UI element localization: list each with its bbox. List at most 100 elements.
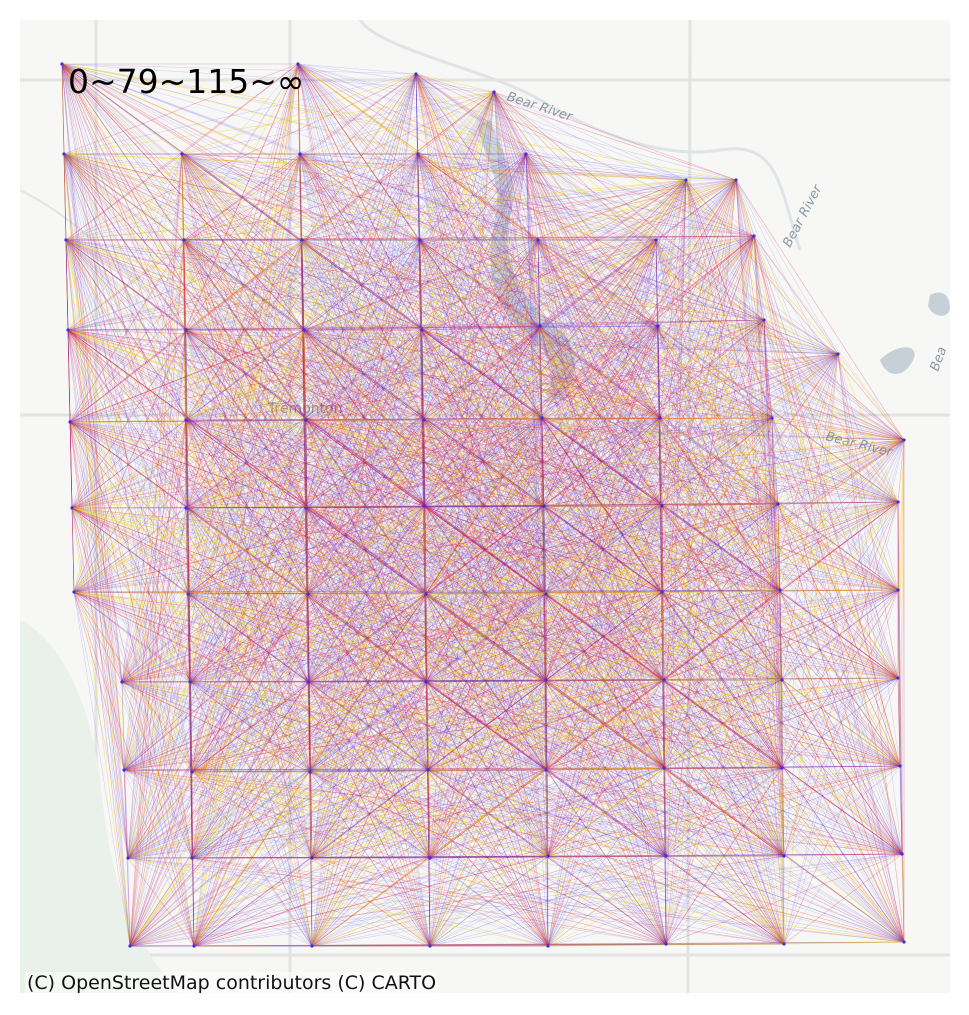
flow-node[interactable]: [304, 506, 308, 510]
flow-node[interactable]: [302, 328, 306, 332]
flow-node[interactable]: [734, 178, 738, 182]
flow-node[interactable]: [182, 238, 186, 242]
flow-edge: [63, 153, 187, 331]
flow-node[interactable]: [658, 416, 662, 420]
flow-node[interactable]: [66, 328, 70, 332]
flow-node[interactable]: [542, 504, 546, 508]
flow-node[interactable]: [662, 678, 666, 682]
flow-node[interactable]: [192, 944, 196, 948]
flow-edge: [189, 153, 419, 683]
flow-node[interactable]: [424, 592, 428, 596]
flow-node[interactable]: [300, 238, 304, 242]
flow-node[interactable]: [770, 416, 774, 420]
flow-node[interactable]: [70, 506, 74, 510]
flow-node[interactable]: [780, 678, 784, 682]
flow-node[interactable]: [782, 942, 786, 946]
flow-node[interactable]: [538, 324, 542, 328]
flow-node[interactable]: [306, 592, 310, 596]
flow-node[interactable]: [306, 680, 310, 684]
flow-edge: [73, 235, 755, 593]
flow-node[interactable]: [422, 418, 426, 422]
flow-node[interactable]: [424, 680, 428, 684]
flow-node[interactable]: [126, 856, 130, 860]
flow-node[interactable]: [184, 506, 188, 510]
flow-node[interactable]: [656, 324, 660, 328]
flow-node[interactable]: [422, 504, 426, 508]
flow-node[interactable]: [492, 90, 496, 94]
flow-node[interactable]: [664, 854, 668, 858]
flow-node[interactable]: [540, 416, 544, 420]
flow-node[interactable]: [782, 854, 786, 858]
flow-node[interactable]: [664, 942, 668, 946]
flow-node[interactable]: [128, 944, 132, 948]
flow-edge: [421, 329, 545, 507]
flow-node[interactable]: [536, 238, 540, 242]
flow-node[interactable]: [544, 592, 548, 596]
flow-node[interactable]: [660, 504, 664, 508]
flow-node[interactable]: [68, 420, 72, 424]
flow-node[interactable]: [186, 592, 190, 596]
flow-node[interactable]: [524, 152, 528, 156]
flow-node[interactable]: [902, 940, 906, 944]
flow-edge: [539, 325, 783, 681]
flow-node[interactable]: [122, 768, 126, 772]
flow-edge: [187, 439, 905, 595]
flow-node[interactable]: [780, 766, 784, 770]
flow-node[interactable]: [62, 152, 66, 156]
flow-node[interactable]: [660, 590, 664, 594]
flow-edge: [547, 325, 659, 857]
flow-node[interactable]: [662, 766, 666, 770]
flow-node[interactable]: [544, 768, 548, 772]
flow-edge: [307, 353, 839, 595]
flow-node[interactable]: [420, 328, 424, 332]
flow-edge: [493, 91, 899, 503]
flow-node[interactable]: [298, 152, 302, 156]
flow-node[interactable]: [428, 944, 432, 948]
flow-node[interactable]: [776, 502, 780, 506]
flow-node[interactable]: [190, 770, 194, 774]
flow-node[interactable]: [902, 438, 906, 442]
flow-node[interactable]: [900, 852, 904, 856]
flow-node[interactable]: [120, 680, 124, 684]
flow-edge: [185, 419, 899, 679]
flow-node[interactable]: [896, 588, 900, 592]
flow-node[interactable]: [60, 62, 64, 66]
flow-node[interactable]: [418, 238, 422, 242]
flow-node[interactable]: [896, 676, 900, 680]
flow-node[interactable]: [762, 318, 766, 322]
flow-node[interactable]: [180, 152, 184, 156]
flow-node[interactable]: [190, 856, 194, 860]
flow-node[interactable]: [752, 234, 756, 238]
flow-node[interactable]: [304, 418, 308, 422]
flow-node[interactable]: [188, 680, 192, 684]
flow-node[interactable]: [310, 856, 314, 860]
flow-edge: [423, 419, 781, 591]
flow-node[interactable]: [308, 770, 312, 774]
flow-node[interactable]: [546, 854, 550, 858]
flow-node[interactable]: [896, 500, 900, 504]
map-canvas[interactable]: Bear River Bear River Bear River Bea Tre…: [20, 20, 950, 993]
flow-node[interactable]: [778, 588, 782, 592]
flow-edge: [311, 153, 419, 859]
flow-node[interactable]: [898, 764, 902, 768]
flow-node[interactable]: [428, 856, 432, 860]
flow-node[interactable]: [416, 152, 420, 156]
flow-node[interactable]: [72, 590, 76, 594]
flow-node[interactable]: [184, 418, 188, 422]
flow-node[interactable]: [546, 944, 550, 948]
flow-edge: [183, 235, 755, 241]
flow-edge: [189, 419, 307, 683]
flow-node[interactable]: [184, 328, 188, 332]
flow-node[interactable]: [64, 238, 68, 242]
flow-node[interactable]: [426, 768, 430, 772]
flow-node[interactable]: [684, 178, 688, 182]
flow-node[interactable]: [544, 678, 548, 682]
flow-node[interactable]: [414, 72, 418, 76]
flow-node[interactable]: [310, 944, 314, 948]
flow-node[interactable]: [654, 238, 658, 242]
flow-edge: [657, 325, 667, 945]
flow-edge: [771, 417, 779, 505]
road-lines: [20, 20, 950, 993]
flow-node[interactable]: [836, 352, 840, 356]
flow-edge: [539, 325, 543, 419]
